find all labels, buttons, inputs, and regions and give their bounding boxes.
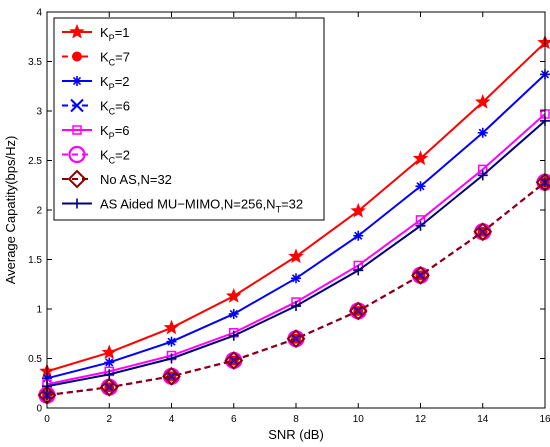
marker-asterisk: [477, 127, 488, 138]
series-2: [42, 69, 550, 384]
marker-diamond: [224, 351, 244, 370]
x-tick-label: 0: [44, 414, 50, 425]
marker-x: [70, 98, 84, 113]
marker-star: [288, 248, 304, 264]
marker-diamond: [411, 265, 430, 285]
marker-star: [412, 150, 429, 166]
legend-entry: KP=6: [62, 123, 130, 141]
marker-plus: [477, 170, 488, 181]
x-tick-label: 12: [415, 414, 427, 425]
x-tick-label: 8: [293, 414, 299, 425]
marker-diamond: [99, 377, 119, 397]
x-tick-label: 10: [353, 414, 365, 425]
marker-circle: [68, 145, 86, 164]
y-tick-label: 1: [36, 305, 42, 316]
axes: 0 2 4 6 8 10 12 14 16 0 0.5 1 1.5 2 2.5 3 3.5 4: [28, 8, 550, 426]
legend-label: AS Aided MU−MIMO,N=256,NT=32: [100, 197, 303, 215]
series-6: [37, 172, 550, 405]
marker-plus: [415, 220, 426, 231]
y-tick-label: 1.5: [28, 255, 42, 266]
marker-asterisk: [166, 336, 177, 347]
legend: KP=1 KC=7 KP=2 KC=6 KP=6 KC=2 No AS,N=32 AS Aid…: [53, 17, 325, 221]
marker-star: [69, 23, 85, 39]
marker-diamond: [348, 301, 368, 321]
legend-entry: KP=2: [62, 74, 130, 92]
marker-plus: [228, 330, 239, 341]
marker-plus: [353, 265, 364, 276]
y-tick-label: 0.5: [28, 354, 42, 365]
marker-asterisk: [415, 181, 426, 192]
marker-plus: [291, 301, 301, 312]
y-tick-label: 3.5: [28, 57, 42, 68]
legend-entry: No AS,N=32: [62, 169, 172, 189]
y-tick-label: 4: [36, 8, 42, 19]
marker-asterisk: [291, 273, 301, 284]
legend-entry: KP=1: [62, 23, 130, 43]
marker-diamond: [286, 329, 306, 349]
marker-dot: [72, 51, 82, 62]
y-axis-label: Average Capatity(bps/Hz): [3, 136, 18, 285]
marker-asterisk: [104, 357, 115, 368]
legend-label: KP=6: [100, 123, 130, 141]
x-tick-label: 14: [477, 414, 489, 425]
x-tick-label: 6: [231, 414, 237, 425]
legend-entry: KC=7: [62, 50, 130, 68]
legend-label: KC=6: [100, 99, 130, 117]
legend-label: KC=7: [100, 50, 130, 68]
marker-plus: [166, 353, 177, 364]
x-axis-label: SNR (dB): [268, 427, 324, 442]
y-tick-label: 2: [36, 206, 42, 217]
legend-label: KC=2: [100, 148, 130, 166]
x-tick-label: 16: [539, 414, 550, 425]
legend-box: [53, 17, 325, 221]
x-tick-label: 2: [106, 414, 112, 425]
series-line: [46, 181, 546, 397]
y-tick-label: 3: [36, 107, 42, 118]
marker-asterisk: [72, 76, 82, 86]
marker-star: [350, 202, 366, 218]
marker-square: [72, 125, 82, 135]
legend-entry: KC=2: [62, 145, 130, 166]
marker-asterisk: [353, 230, 364, 241]
marker-star: [475, 93, 491, 109]
marker-star: [101, 344, 117, 360]
marker-plus: [104, 369, 115, 380]
marker-diamond: [473, 222, 493, 242]
legend-label: KP=1: [100, 25, 130, 43]
y-tick-label: 2.5: [28, 156, 42, 167]
series-0: [39, 34, 550, 378]
marker-diamond: [162, 366, 181, 386]
x-tick-label: 4: [169, 414, 175, 425]
marker-plus: [72, 198, 82, 209]
marker-star: [226, 288, 242, 303]
legend-label: KP=2: [100, 74, 130, 92]
legend-label: No AS,N=32: [100, 172, 172, 187]
legend-entry: AS Aided MU−MIMO,N=256,NT=32: [62, 197, 303, 215]
marker-diamond: [67, 169, 87, 189]
y-tick-label: 0: [36, 404, 42, 415]
marker-star: [163, 319, 180, 335]
marker-asterisk: [228, 308, 239, 319]
legend-entry: KC=6: [62, 99, 130, 117]
